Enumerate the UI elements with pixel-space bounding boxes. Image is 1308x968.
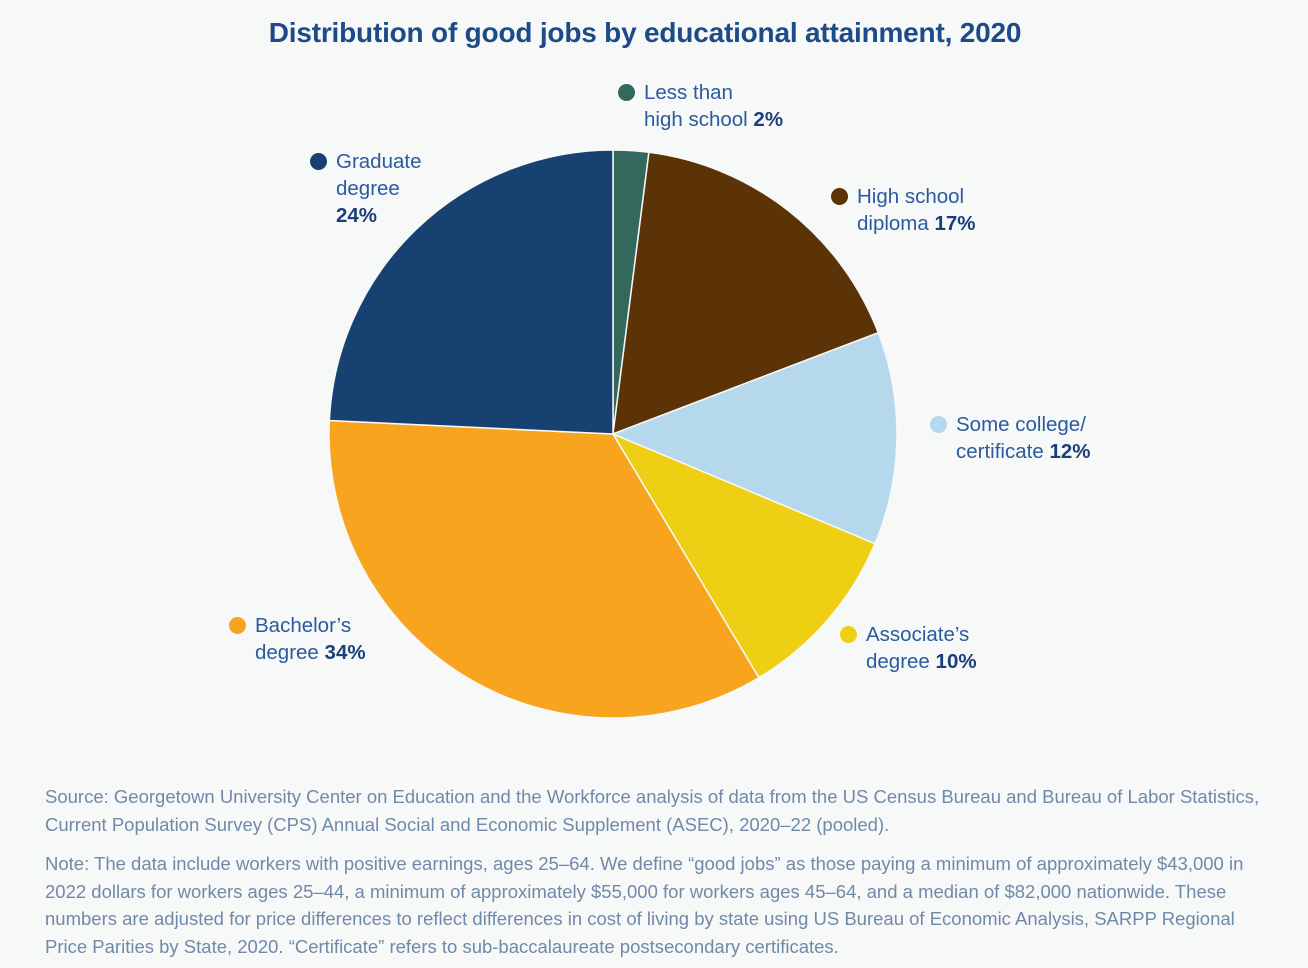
pie-slice-graduate-degree: [328, 149, 614, 435]
legend-label: Associate’s degree 10%: [866, 623, 977, 673]
legend-value: 12%: [1049, 440, 1091, 463]
legend-item-associates-degree: Associate’s degree 10%: [840, 621, 977, 675]
less-than-high-school-swatch-icon: [618, 84, 635, 101]
chart-title: Distribution of good jobs by educational…: [268, 17, 1022, 48]
bachelors-degree-swatch-icon: [229, 617, 246, 634]
legend-item-high-school-diploma: High school diploma 17%: [831, 183, 976, 237]
pie-chart: [328, 149, 898, 719]
legend-value: 34%: [324, 641, 366, 664]
pie-slice-bachelor-s-degree: [328, 419, 760, 719]
legend-label: Some college/ certificate 12%: [956, 413, 1091, 463]
legend-label: Bachelor’s degree 34%: [255, 614, 366, 664]
legend-value: 2%: [753, 108, 784, 131]
legend-label: Graduate degree 24%: [336, 150, 422, 227]
legend-label: Less than high school 2%: [644, 81, 784, 131]
source-note: Source: Georgetown University Center on …: [45, 786, 1260, 835]
legend-value: 17%: [934, 212, 976, 235]
legend-item-less-than-high-school: Less than high school 2%: [618, 79, 783, 133]
graduate-degree-swatch-icon: [310, 153, 327, 170]
pie-slice-some-college-certificate: [612, 331, 898, 545]
associates-degree-swatch-icon: [840, 626, 857, 643]
pie-slice-high-school-diploma: [612, 151, 880, 435]
legend-value: 24%: [336, 204, 378, 227]
legend-value: 10%: [935, 650, 977, 673]
legend-item-some-college-certificate: Some college/ certificate 12%: [930, 411, 1090, 465]
pie-slice-associate-s-degree: [612, 433, 876, 679]
some-college-swatch-icon: [930, 416, 947, 433]
legend-item-bachelors-degree: Bachelor’s degree 34%: [229, 612, 366, 666]
methodology-note: Note: The data include workers with posi…: [45, 853, 1244, 957]
legend-item-graduate-degree: Graduate degree 24%: [310, 148, 421, 229]
high-school-diploma-swatch-icon: [831, 188, 848, 205]
legend-label: High school diploma 17%: [857, 185, 976, 235]
